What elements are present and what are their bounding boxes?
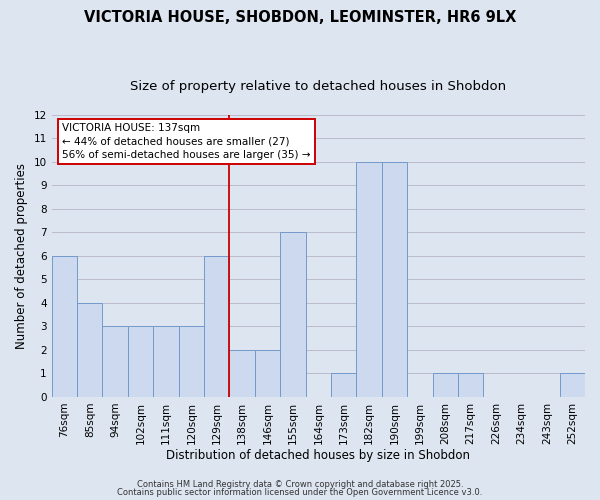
Text: Contains HM Land Registry data © Crown copyright and database right 2025.: Contains HM Land Registry data © Crown c… [137,480,463,489]
Text: Contains public sector information licensed under the Open Government Licence v3: Contains public sector information licen… [118,488,482,497]
Text: VICTORIA HOUSE: 137sqm
← 44% of detached houses are smaller (27)
56% of semi-det: VICTORIA HOUSE: 137sqm ← 44% of detached… [62,124,311,160]
Bar [77,303,103,397]
Bar [103,326,128,397]
Bar [229,350,255,397]
Bar [128,326,153,397]
Text: VICTORIA HOUSE, SHOBDON, LEOMINSTER, HR6 9LX: VICTORIA HOUSE, SHOBDON, LEOMINSTER, HR6… [84,10,516,25]
X-axis label: Distribution of detached houses by size in Shobdon: Distribution of detached houses by size … [166,450,470,462]
Bar [204,256,229,397]
Bar [179,326,204,397]
Y-axis label: Number of detached properties: Number of detached properties [15,163,28,349]
Bar [458,374,484,397]
Bar [382,162,407,397]
Bar [560,374,585,397]
Bar [433,374,458,397]
Bar [255,350,280,397]
Bar [52,256,77,397]
Title: Size of property relative to detached houses in Shobdon: Size of property relative to detached ho… [130,80,506,93]
Bar [153,326,179,397]
Bar [331,374,356,397]
Bar [280,232,305,397]
Bar [356,162,382,397]
